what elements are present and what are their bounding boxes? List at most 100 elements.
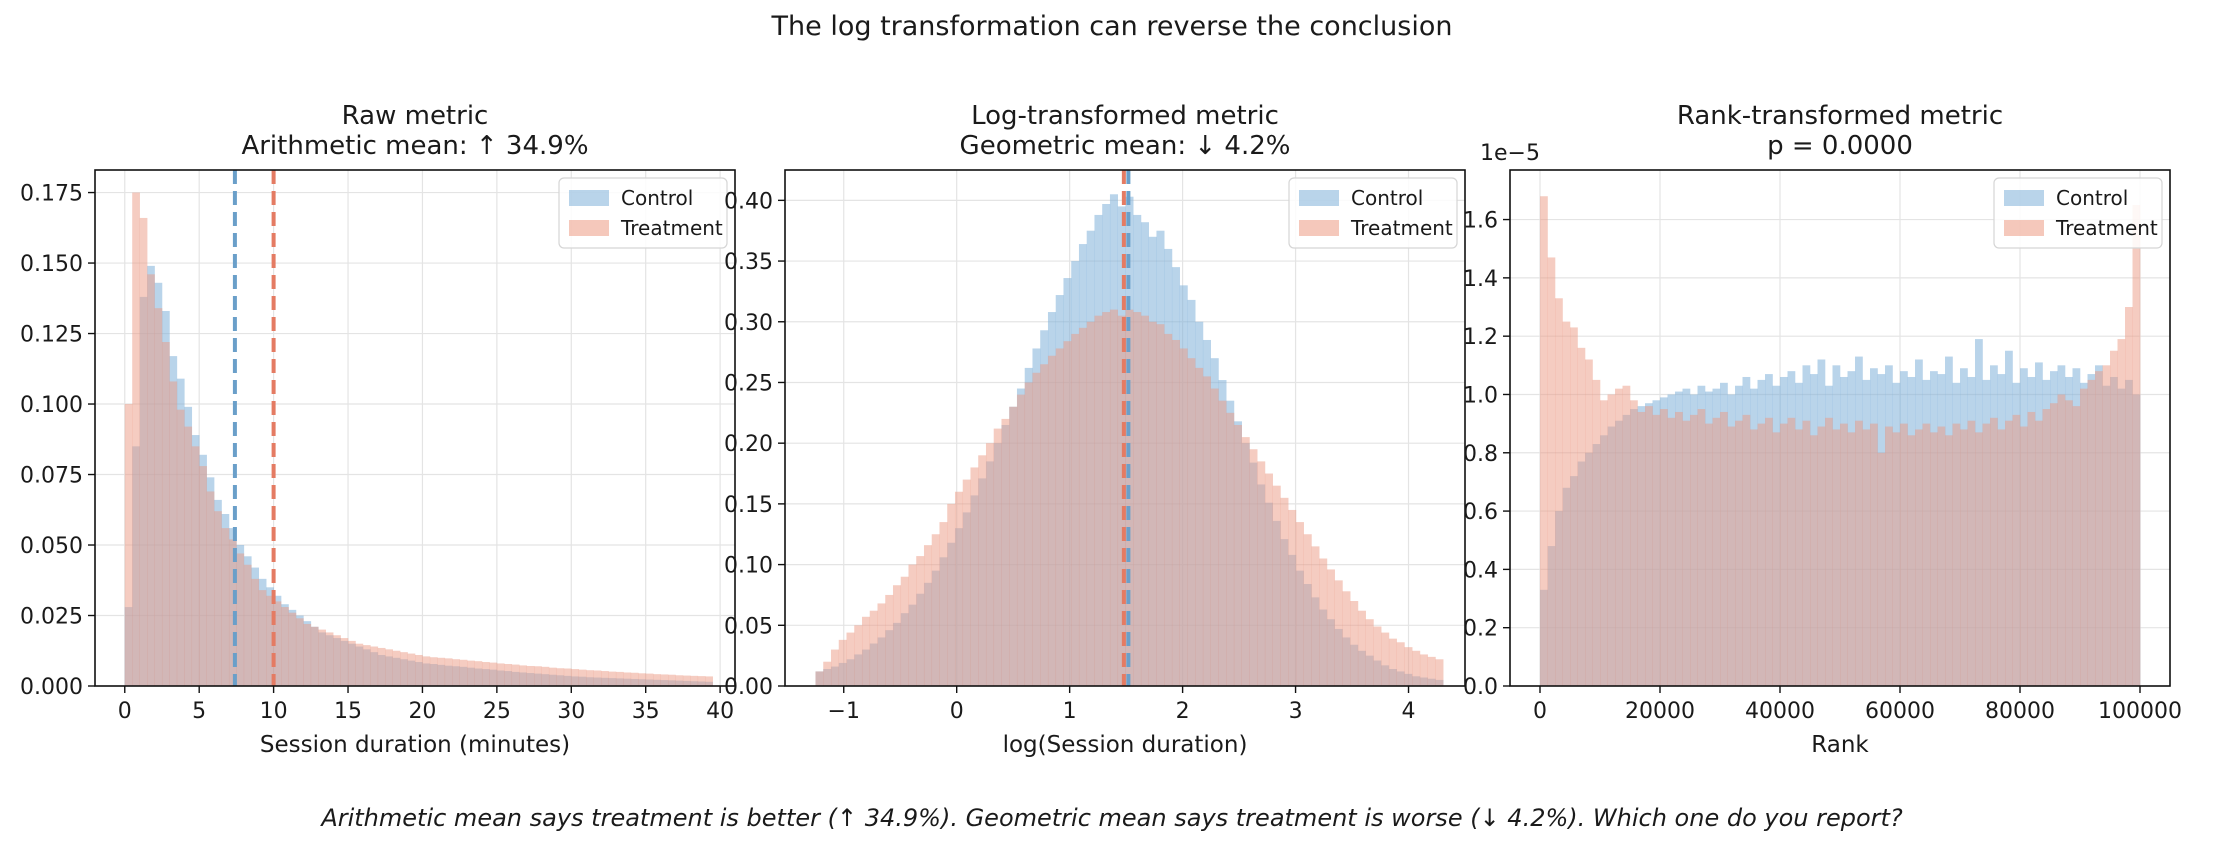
histogram-bar — [1016, 394, 1026, 686]
histogram-bar — [1388, 638, 1397, 686]
histogram-bar — [303, 623, 312, 686]
histogram-bar — [815, 671, 824, 686]
histogram-bar — [1997, 429, 2006, 686]
histogram-bar — [1930, 432, 1938, 686]
y-tick-label: 0.000 — [20, 675, 83, 700]
histogram-bar — [266, 595, 274, 686]
histogram-bar — [481, 662, 490, 686]
histogram-bar — [2035, 420, 2043, 686]
histogram-bar — [846, 632, 855, 686]
histogram-bar — [1652, 414, 1661, 686]
histogram-bar — [608, 671, 617, 686]
histogram-bar — [1982, 423, 1991, 686]
histogram-bar — [1295, 522, 1304, 686]
x-tick-label: 80000 — [1985, 699, 2055, 724]
histogram-bar — [1218, 400, 1227, 686]
histogram-bar — [1381, 632, 1390, 686]
histogram-bar — [444, 658, 453, 686]
y-tick-label: 0.6 — [1463, 500, 1498, 525]
histogram-bar — [2050, 403, 2058, 686]
chart-panels: 0 5 10 15 20 25 30 35 400.0000.0250.0500.0750.10… — [20, 101, 2182, 758]
y-tick-label: 0.100 — [20, 393, 83, 418]
y-tick-label: 1.6 — [1463, 209, 1498, 234]
histogram-bar — [1937, 426, 1946, 686]
histogram-bar — [1071, 333, 1080, 686]
histogram-bar — [1667, 417, 1676, 686]
histogram-bar — [429, 657, 438, 686]
histogram-bar — [1171, 339, 1180, 686]
histogram-bar — [1311, 546, 1320, 686]
histogram-bar — [1001, 418, 1010, 686]
y-tick-label: 0.20 — [724, 432, 773, 457]
histogram-bar — [295, 618, 304, 686]
histogram-bar — [1195, 367, 1204, 686]
histogram-bar — [1705, 423, 1713, 686]
legend-label: Treatment — [1350, 216, 1453, 240]
histogram-bar — [1637, 411, 1646, 686]
histogram-bar — [978, 455, 987, 686]
histogram-bar — [1787, 417, 1796, 686]
histogram-bar — [310, 626, 319, 686]
histogram-bar — [985, 443, 995, 686]
histogram-bar — [1757, 423, 1766, 686]
histogram-bar — [1241, 437, 1250, 686]
histogram-bar — [682, 675, 691, 686]
histogram-bar — [830, 649, 840, 686]
y-tick-label: 1.0 — [1463, 383, 1498, 408]
histogram-bar — [333, 635, 341, 686]
histogram-bar — [1960, 429, 1968, 686]
histogram-bar — [2012, 414, 2021, 686]
x-tick-label: 3 — [1289, 699, 1303, 724]
histogram-bar — [228, 539, 237, 686]
y-tick-label: 0.050 — [20, 534, 83, 559]
histogram-bar — [1547, 257, 1556, 686]
histogram-bar — [2102, 365, 2111, 686]
histogram-bar — [548, 667, 557, 686]
histogram-bar — [132, 192, 140, 686]
x-tick-label: 40000 — [1745, 699, 1815, 724]
histogram-bar — [854, 625, 863, 686]
x-tick-label: 20000 — [1625, 699, 1695, 724]
histogram-bar — [1592, 379, 1601, 686]
axes-frame — [784, 169, 1466, 687]
histogram-bar — [1148, 321, 1157, 686]
histogram-bar — [1735, 420, 1743, 686]
histogram-bar — [1233, 424, 1242, 686]
histogram-bar — [1780, 423, 1788, 686]
histogram-bar — [1915, 429, 1923, 686]
histogram-bar — [1570, 327, 1578, 686]
histogram-bar — [1810, 435, 1818, 686]
histogram-bar — [697, 676, 706, 686]
histogram-bar — [1720, 411, 1728, 686]
histogram-bar — [318, 629, 326, 686]
histogram-bar — [534, 666, 542, 686]
histogram-bar — [970, 467, 979, 686]
histogram-bar — [615, 671, 624, 686]
histogram-bar — [1435, 659, 1444, 686]
histogram-bar — [1862, 429, 1871, 686]
y-tick-label: 0.075 — [20, 464, 83, 489]
chart-title: Raw metric Arithmetic mean: ↑ 34.9% — [241, 101, 588, 161]
histogram-bar — [273, 601, 282, 686]
histogram-bar — [601, 671, 609, 686]
x-tick-label: 5 — [192, 699, 206, 724]
legend: Control Treatment — [1993, 177, 2163, 249]
x-tick-label: 60000 — [1865, 699, 1935, 724]
histogram-bar — [1179, 348, 1188, 686]
histogram-bar — [2065, 400, 2073, 686]
legend-label: Treatment — [2055, 216, 2158, 240]
histogram-bar — [526, 665, 535, 686]
histogram-bar — [1412, 650, 1421, 686]
histogram-bar — [1540, 196, 1548, 686]
histogram-bar — [1009, 406, 1018, 686]
axes-frame — [94, 169, 736, 687]
chart-panel-3: 0 20000 40000 60000 80000 100000 0.0 0.2 0.4 0.6 0… — [1463, 101, 2182, 758]
histogram-bar — [1825, 417, 1833, 686]
chart-title: Rank-transformed metric p = 0.0000 — [1677, 101, 2003, 161]
histogram-bar — [2020, 426, 2028, 686]
histogram-bar — [1622, 385, 1631, 686]
histogram-bar — [184, 426, 193, 686]
legend-label: Treatment — [620, 216, 723, 240]
histogram-bar — [348, 640, 356, 686]
